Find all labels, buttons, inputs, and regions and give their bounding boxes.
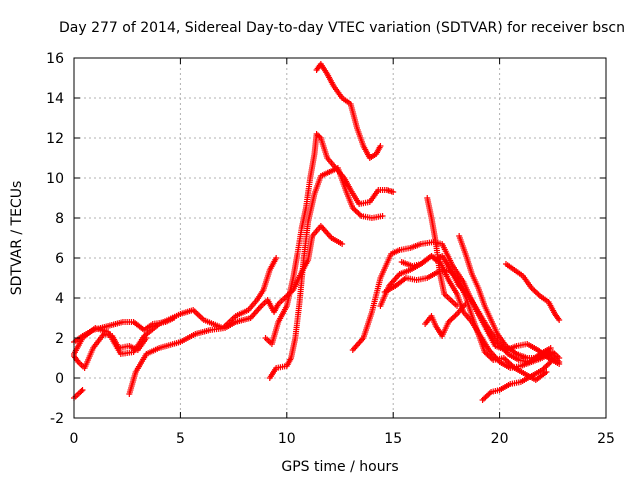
series-track-8 <box>313 61 384 161</box>
series-track-14 <box>424 195 461 309</box>
series-track-3 <box>71 331 150 371</box>
y-tick-label: 10 <box>46 171 64 187</box>
series-track-16 <box>479 359 554 403</box>
y-tick-label: 16 <box>46 51 64 67</box>
y-tick-label: 2 <box>55 331 64 347</box>
data-layer <box>71 61 563 403</box>
data-point <box>79 387 86 393</box>
data-point <box>556 359 563 365</box>
series-track-10 <box>377 253 563 371</box>
data-point <box>556 317 563 323</box>
y-tick-label: -2 <box>50 411 64 427</box>
x-tick-label: 15 <box>384 431 402 447</box>
y-tick-label: 12 <box>46 131 64 147</box>
series-track-5 <box>126 223 346 397</box>
x-tick-label: 5 <box>176 431 185 447</box>
x-axis-label: GPS time / hours <box>281 459 398 475</box>
series-track-17 <box>502 261 563 323</box>
data-point <box>462 301 469 307</box>
series-track-11 <box>381 267 550 383</box>
y-tick-label: 8 <box>55 211 64 227</box>
data-point <box>379 213 386 219</box>
plot-frame <box>73 57 607 419</box>
data-point <box>543 369 550 375</box>
data-point <box>339 241 346 247</box>
x-tick-label: 20 <box>491 431 509 447</box>
data-point <box>78 388 85 394</box>
data-point <box>454 303 461 309</box>
y-tick-label: 4 <box>55 291 64 307</box>
data-point <box>547 345 554 351</box>
series-track-7 <box>266 165 386 381</box>
data-point <box>171 315 178 321</box>
x-tick-label: 10 <box>278 431 296 447</box>
series-track-6 <box>262 131 397 347</box>
data-point <box>390 189 397 195</box>
data-point <box>377 143 384 149</box>
axis-ticks: 0 5 10 15 20 25 -2 0 2 4 6 8 10 12 14 16 <box>46 51 615 447</box>
y-tick-label: 14 <box>46 91 64 107</box>
series-track-2 <box>71 315 178 345</box>
data-point <box>143 335 150 341</box>
y-tick-label: 0 <box>55 371 64 387</box>
y-tick-label: 6 <box>55 251 64 267</box>
series-track-15 <box>456 233 563 365</box>
chart-title: Day 277 of 2014, Sidereal Day-to-day VTE… <box>59 20 625 36</box>
y-axis-label: SDTVAR / TECUs <box>9 181 25 296</box>
x-tick-label: 25 <box>597 431 615 447</box>
x-tick-label: 0 <box>70 431 79 447</box>
data-point <box>547 359 554 365</box>
data-point <box>273 255 280 261</box>
series-track-13 <box>422 301 469 339</box>
series-track-4 <box>71 387 86 401</box>
